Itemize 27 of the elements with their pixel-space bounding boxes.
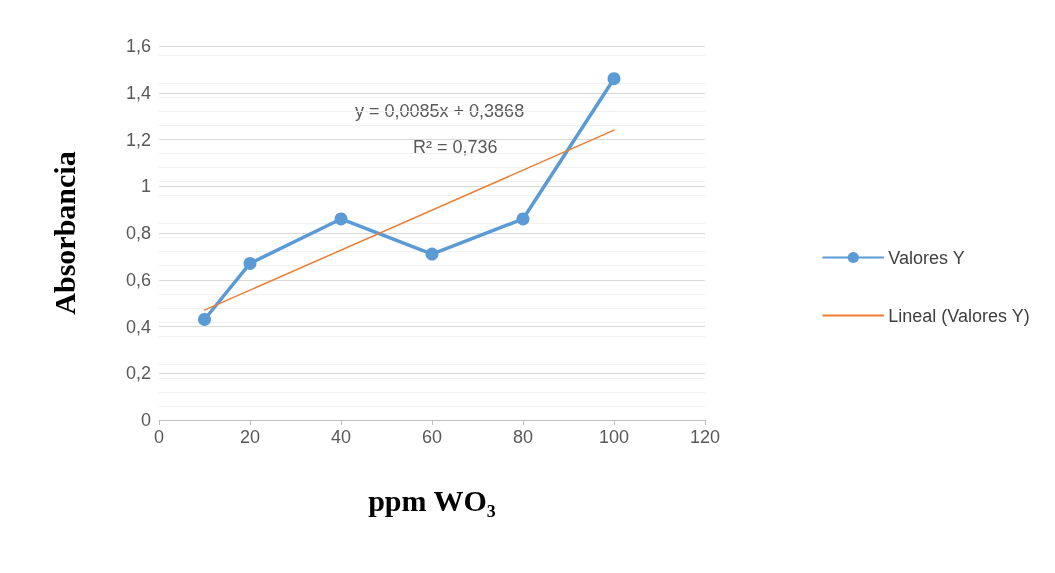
x-tick-label: 20 xyxy=(239,427,261,447)
y-tick-label: 1,2 xyxy=(125,129,151,150)
x-tick-label: 100 xyxy=(598,427,630,447)
x-tick-label: 40 xyxy=(330,427,352,447)
point xyxy=(243,256,257,270)
point xyxy=(516,212,530,226)
point xyxy=(334,212,348,226)
x-tick-label: 120 xyxy=(689,427,721,447)
y-tick-label: 0,2 xyxy=(125,363,151,384)
y-tick-label: 1,4 xyxy=(125,82,151,103)
y-tick-label: 0,6 xyxy=(125,269,151,290)
annotation: R² = 0,736 xyxy=(413,137,498,157)
x-tick-label: 60 xyxy=(421,427,443,447)
y-tick-label: 1,6 xyxy=(125,36,151,56)
point xyxy=(198,312,211,326)
legend-label: Valores Y xyxy=(888,247,965,268)
point xyxy=(607,72,621,86)
y-tick-label: 0,8 xyxy=(125,223,151,243)
x-axis-title: ppm WO₃ xyxy=(368,483,496,517)
x-tick-label: 0 xyxy=(153,427,165,447)
y-tick-label: 0,4 xyxy=(125,316,151,337)
y-tick-label: 1 xyxy=(140,176,151,197)
x-tick-label: 80 xyxy=(512,427,534,447)
point xyxy=(425,247,439,261)
legend-label: Lineal (Valores Y) xyxy=(888,305,1030,326)
y-tick-label: 0 xyxy=(140,410,151,430)
y-axis-title: Absorbancia xyxy=(47,151,81,315)
